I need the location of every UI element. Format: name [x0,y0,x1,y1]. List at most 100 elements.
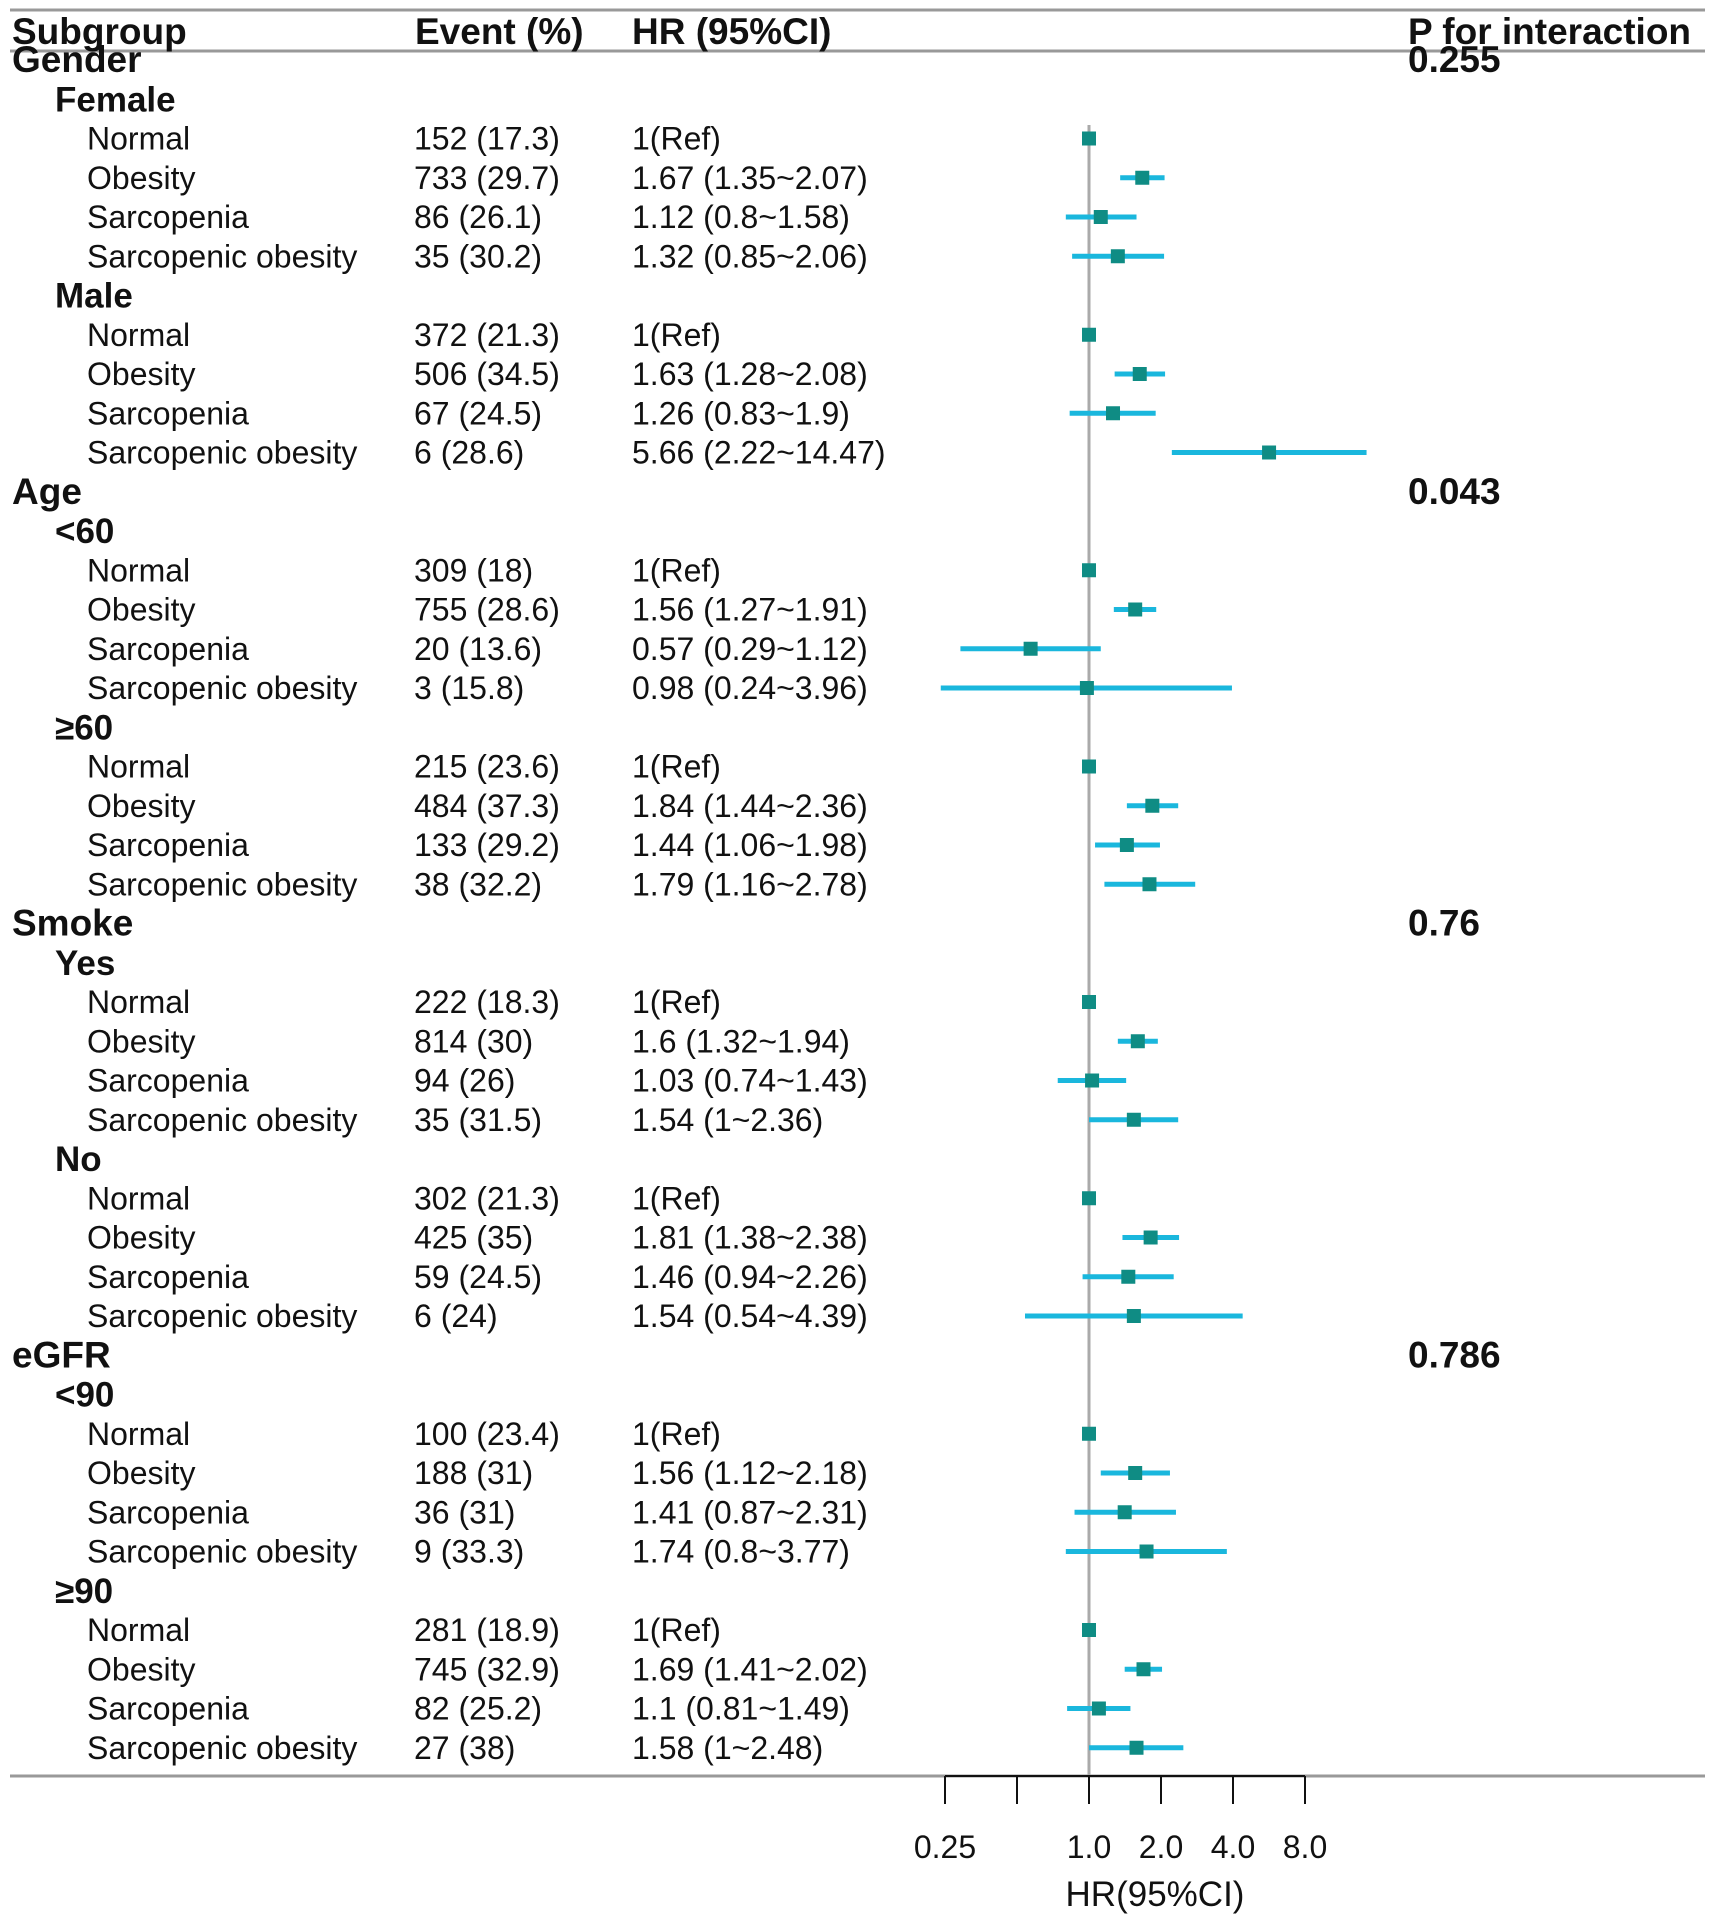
row-label: Normal [87,552,190,588]
row-event: 27 (38) [414,1730,515,1766]
row-event: 733 (29.7) [414,160,560,196]
row-event: 188 (31) [414,1455,533,1491]
row-event: 67 (24.5) [414,395,542,431]
row-hr-text: 1(Ref) [632,984,721,1020]
row-event: 281 (18.9) [414,1612,560,1648]
x-tick-label: 2.0 [1139,1829,1183,1865]
hr-marker [1126,1309,1141,1323]
hr-marker [1128,1466,1143,1480]
row-event: 309 (18) [414,552,533,588]
subgroup-label: Female [55,80,176,119]
subgroup-label: Male [55,277,133,316]
hr-marker [1082,327,1096,342]
row-hr-text: 1.63 (1.28~2.08) [632,356,868,392]
row-hr-text: 1.54 (1~2.36) [632,1102,823,1138]
row-label: Obesity [87,1023,195,1059]
row-label: Obesity [87,160,195,196]
row-event: 3 (15.8) [414,670,524,706]
row-label: Obesity [87,592,195,628]
row-hr-text: 1.54 (0.54~4.39) [632,1298,868,1334]
row-hr-text: 5.66 (2.22~14.47) [632,435,886,471]
group-p-interaction: 0.76 [1408,903,1480,944]
row-hr-text: 1(Ref) [632,749,721,785]
row-event: 82 (25.2) [414,1691,542,1727]
row-hr-text: 1(Ref) [632,317,721,353]
x-tick-label: 8.0 [1283,1829,1327,1865]
row-label: Sarcopenia [87,199,249,235]
row-label: Normal [87,1612,190,1648]
hr-marker [1082,995,1096,1009]
row-label: Normal [87,1416,190,1452]
row-hr-text: 1.79 (1.16~2.78) [632,866,868,902]
hr-marker [1121,1269,1136,1284]
hr-marker [1079,681,1094,695]
row-label: Sarcopenic obesity [87,1534,357,1570]
row-hr-text: 1.67 (1.35~2.07) [632,160,868,196]
row-label: Obesity [87,788,195,824]
row-hr-text: 1.44 (1.06~1.98) [632,827,868,863]
row-event: 133 (29.2) [414,827,560,863]
hr-marker [1082,563,1096,578]
row-hr-text: 1.46 (0.94~2.26) [632,1259,868,1295]
row-hr-text: 1.58 (1~2.48) [632,1730,823,1766]
row-event: 222 (18.3) [414,984,560,1020]
row-event: 59 (24.5) [414,1259,542,1295]
row-hr-text: 1.74 (0.8~3.77) [632,1534,850,1570]
subgroup-label: <60 [55,512,114,551]
row-hr-text: 0.98 (0.24~3.96) [632,670,868,706]
row-hr-text: 1.56 (1.12~2.18) [632,1455,868,1491]
row-event: 755 (28.6) [414,592,560,628]
group-p-interaction: 0.043 [1408,471,1501,512]
row-hr-text: 1.41 (0.87~2.31) [632,1494,868,1530]
group-p-interaction: 0.786 [1408,1334,1501,1375]
row-event: 6 (28.6) [414,435,524,471]
row-event: 36 (31) [414,1494,515,1530]
col-header-subgroup: Subgroup [12,11,187,52]
hr-marker [1142,877,1157,892]
row-event: 20 (13.6) [414,631,542,667]
subgroup-label: Yes [55,944,115,983]
row-label: Normal [87,121,190,157]
row-label: Obesity [87,356,195,392]
row-hr-text: 1.1 (0.81~1.49) [632,1691,850,1727]
row-label: Sarcopenic obesity [87,866,357,902]
x-axis-label: HR(95%CI) [1066,1875,1245,1914]
row-label: Sarcopenic obesity [87,1730,357,1766]
hr-marker [1136,1662,1151,1677]
row-label: Sarcopenia [87,1494,249,1530]
row-event: 9 (33.3) [414,1534,524,1570]
hr-marker [1132,367,1147,381]
hr-marker [1145,798,1160,813]
subgroup-label: ≥60 [55,708,113,747]
hr-marker [1082,1191,1096,1206]
row-event: 814 (30) [414,1023,533,1059]
hr-marker [1262,445,1277,460]
row-event: 745 (32.9) [414,1651,560,1687]
hr-marker [1082,1623,1096,1637]
group-label: Gender [12,39,142,80]
row-hr-text: 1.56 (1.27~1.91) [632,592,868,628]
group-label: Smoke [12,903,133,944]
row-event: 38 (32.2) [414,866,542,902]
row-event: 100 (23.4) [414,1416,560,1452]
row-hr-text: 1.84 (1.44~2.36) [632,788,868,824]
hr-marker [1126,1112,1141,1127]
row-event: 86 (26.1) [414,199,542,235]
col-header-event: Event (%) [415,11,584,52]
row-hr-text: 1.32 (0.85~2.06) [632,238,868,274]
subgroup-label: <90 [55,1376,114,1415]
row-label: Sarcopenia [87,1691,249,1727]
row-hr-text: 0.57 (0.29~1.12) [632,631,868,667]
row-hr-text: 1.12 (0.8~1.58) [632,199,850,235]
hr-marker [1139,1544,1154,1559]
row-hr-text: 1.26 (0.83~1.9) [632,395,850,431]
row-event: 506 (34.5) [414,356,560,392]
row-hr-text: 1.03 (0.74~1.43) [632,1063,868,1099]
row-label: Obesity [87,1220,195,1256]
row-label: Obesity [87,1651,195,1687]
group-label: Age [12,471,82,512]
hr-marker [1119,838,1134,852]
row-hr-text: 1(Ref) [632,552,721,588]
hr-marker [1130,1034,1145,1049]
x-tick-label: 4.0 [1211,1829,1255,1865]
